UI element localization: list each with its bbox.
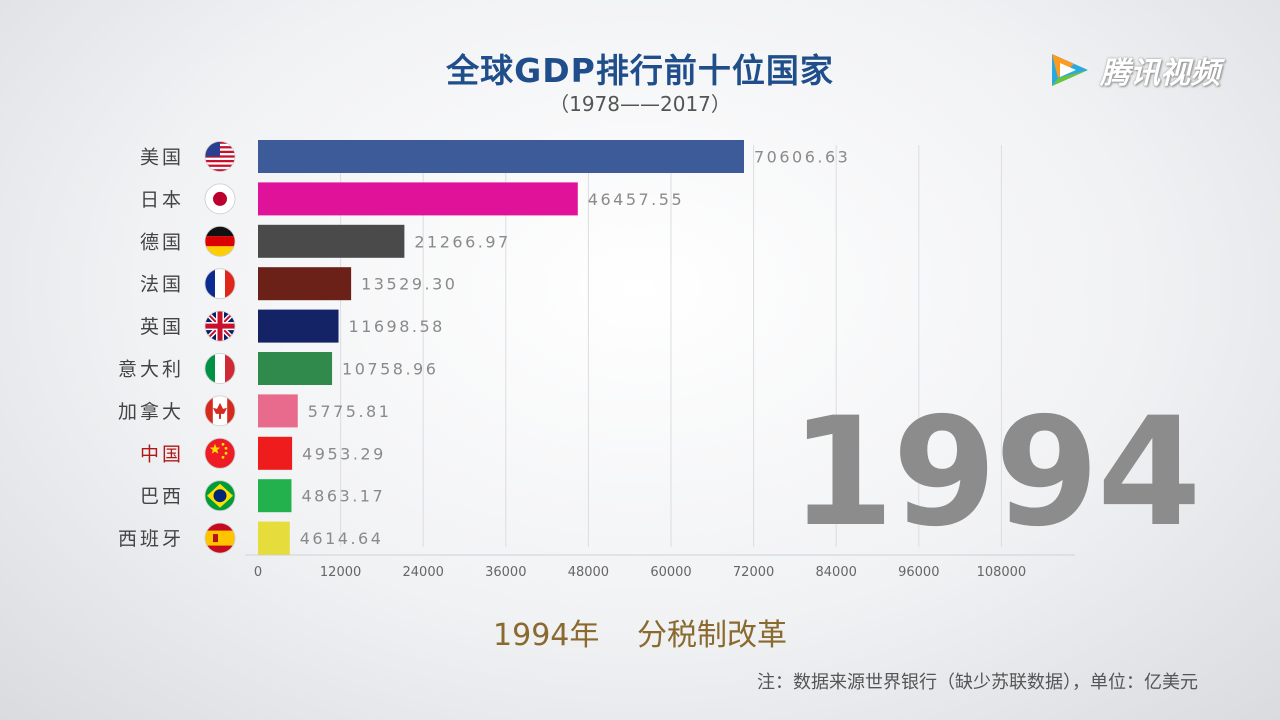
- value-label: 5775.81: [308, 402, 392, 421]
- bar: [258, 140, 745, 173]
- x-tick-label: 60000: [650, 565, 691, 580]
- x-tick-label: 84000: [816, 565, 857, 580]
- country-label: 意大利: [118, 359, 184, 381]
- bar: [258, 224, 405, 258]
- flag-outline: [204, 268, 236, 300]
- flag-outline: [204, 310, 236, 342]
- event-text: 分税制改革: [636, 618, 787, 653]
- x-tick-label: 48000: [568, 565, 609, 580]
- tencent-video-logo: 腾讯视频: [1048, 48, 1220, 92]
- flag-outline: [204, 522, 236, 554]
- flag-outline: [204, 480, 236, 512]
- bar: [258, 267, 352, 301]
- bar: [258, 182, 578, 216]
- flag-outline: [204, 141, 236, 172]
- bar: [258, 479, 292, 513]
- country-label: 巴西: [140, 486, 184, 508]
- value-label: 11698.58: [349, 317, 445, 336]
- value-label: 10758.96: [342, 360, 438, 379]
- germany-flag-icon: [205, 226, 235, 257]
- chart-title: 全球GDP排行前十位国家: [446, 51, 834, 90]
- chart-subtitle: （1978——2017）: [549, 92, 731, 116]
- x-tick-label: 0: [254, 565, 262, 580]
- value-label: 21266.97: [414, 232, 510, 251]
- value-label: 4614.64: [300, 529, 384, 548]
- canada-flag-icon: [205, 395, 235, 426]
- x-tick-label: 24000: [403, 565, 444, 580]
- country-label: 德国: [140, 231, 184, 253]
- country-label: 日本: [140, 189, 184, 211]
- country-label: 美国: [140, 147, 184, 169]
- bar: [258, 436, 293, 470]
- flag-outline: [204, 225, 236, 257]
- japan-flag-icon: [205, 183, 235, 214]
- logo-text: 腾讯视频: [1100, 56, 1220, 91]
- flag-outline: [204, 183, 236, 215]
- italy-flag-icon: [205, 353, 235, 384]
- x-tick-label: 96000: [898, 565, 939, 580]
- event-caption: 1994年 分税制改革: [0, 610, 1280, 654]
- value-label: 4863.17: [301, 487, 385, 506]
- value-label: 13529.30: [361, 275, 457, 294]
- value-label: 46457.55: [588, 190, 684, 209]
- country-label: 西班牙: [118, 528, 184, 550]
- france-flag-icon: [205, 268, 235, 299]
- country-label: 法国: [140, 274, 184, 296]
- spain-flag-icon: [205, 523, 235, 554]
- flag-outline: [204, 395, 236, 427]
- value-label: 4953.29: [302, 444, 386, 463]
- bar: [258, 352, 333, 385]
- country-label: 英国: [140, 316, 184, 338]
- year-indicator: 1994: [790, 386, 1201, 560]
- bar: [258, 309, 339, 343]
- play-logo-icon: [1052, 54, 1088, 86]
- bar: [258, 521, 290, 555]
- flag-outline: [204, 437, 236, 469]
- event-year: 1994年: [493, 618, 600, 653]
- x-tick-label: 36000: [485, 565, 526, 580]
- x-tick-label: 12000: [320, 565, 361, 580]
- source-note: 注：数据来源世界银行（缺少苏联数据），单位：亿美元: [757, 672, 1198, 693]
- value-label: 70606.63: [754, 148, 850, 167]
- country-label: 加拿大: [118, 400, 184, 423]
- china-flag-icon: [205, 438, 235, 469]
- flag-outline: [204, 353, 236, 384]
- bar: [258, 394, 298, 428]
- country-label: 中国: [140, 443, 184, 465]
- uk-flag-icon: [205, 311, 235, 342]
- x-tick-label: 72000: [733, 565, 774, 580]
- x-tick-label: 108000: [977, 565, 1027, 580]
- brazil-flag-icon: [205, 480, 235, 511]
